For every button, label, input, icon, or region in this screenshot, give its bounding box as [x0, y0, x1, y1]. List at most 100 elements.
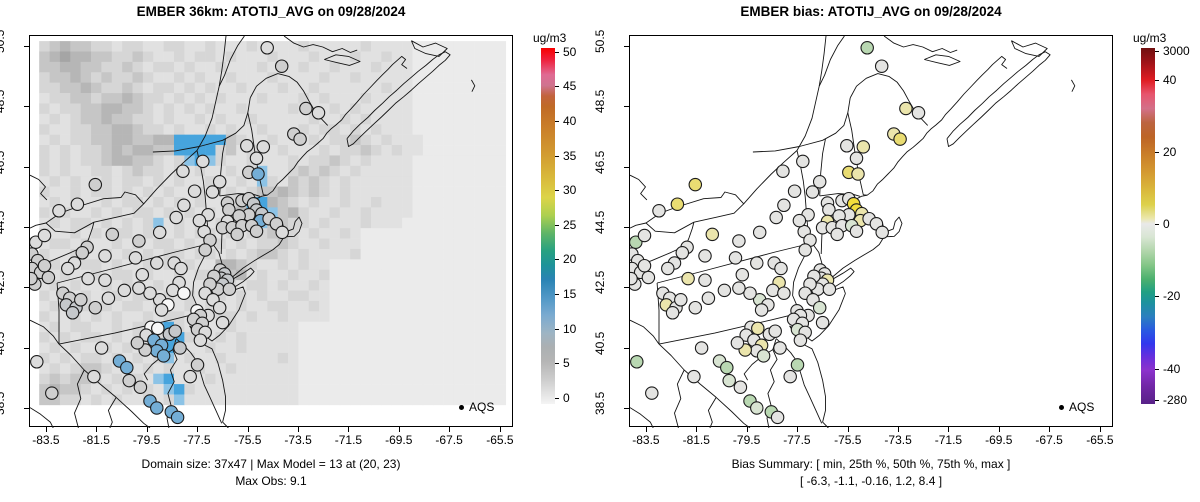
raster-cell	[350, 93, 361, 104]
raster-cell	[277, 51, 289, 63]
raster-cell	[474, 124, 486, 135]
raster-cell	[267, 332, 278, 343]
raster-cell	[49, 280, 61, 291]
y-axis-tick-label: 50.5	[593, 29, 607, 53]
aqs-station-dot	[98, 273, 112, 287]
raster-cell	[277, 269, 289, 281]
raster-cell	[101, 113, 113, 125]
raster-cell	[91, 82, 102, 94]
raster-cell	[288, 300, 299, 312]
raster-cell	[288, 165, 299, 177]
raster-cell	[370, 217, 382, 229]
raster-cell	[153, 311, 164, 323]
raster-cell	[39, 41, 50, 52]
raster-cell	[412, 176, 424, 187]
raster-cell	[256, 300, 268, 312]
raster-cell	[308, 384, 320, 395]
raster-cell	[339, 51, 351, 63]
raster-cell	[298, 248, 310, 260]
raster-cell	[80, 321, 92, 333]
raster-cell	[184, 321, 196, 333]
raster-cell	[111, 394, 123, 406]
raster-cell	[184, 134, 196, 146]
raster-cell	[402, 41, 413, 52]
aqs-station-dot	[694, 341, 709, 355]
raster-cell	[101, 311, 113, 323]
raster-cell	[298, 384, 310, 395]
raster-cell	[308, 290, 320, 302]
raster-cell	[122, 352, 133, 364]
raster-cell	[277, 72, 289, 83]
raster-cell	[101, 259, 113, 271]
raster-cell	[111, 186, 123, 198]
raster-cell	[132, 93, 144, 104]
raster-cell	[246, 186, 258, 198]
raster-cell	[319, 176, 330, 187]
raster-cell	[91, 290, 102, 302]
map-outline	[346, 51, 451, 147]
raster-cell	[453, 72, 465, 83]
aqs-station-dot	[874, 59, 889, 73]
raster-cell	[381, 332, 393, 343]
raster-cell	[91, 384, 102, 395]
raster-cell	[142, 61, 154, 73]
raster-cell	[350, 238, 361, 250]
raster-cell	[443, 207, 455, 219]
raster-cell	[402, 217, 413, 229]
raster-cell	[360, 134, 372, 146]
colorbar-tick-label: 40	[563, 114, 577, 129]
raster-cell	[111, 259, 123, 271]
raster-cell	[329, 332, 341, 343]
raster-cell	[360, 61, 372, 73]
raster-cell	[495, 342, 507, 354]
raster-cell	[267, 342, 278, 354]
raster-cell	[49, 269, 61, 281]
raster-cell	[433, 280, 444, 291]
raster-cell	[495, 300, 507, 312]
raster-cell	[236, 165, 247, 177]
raster-cell	[59, 61, 71, 73]
raster-cell	[422, 165, 434, 177]
raster-cell	[329, 124, 341, 135]
raster-cell	[474, 342, 486, 354]
raster-cell	[370, 72, 382, 83]
raster-cell	[277, 82, 289, 94]
raster-cell	[495, 51, 507, 63]
raster-cell	[225, 352, 237, 364]
raster-cell	[132, 197, 144, 208]
raster-cell	[402, 238, 413, 250]
raster-cell	[101, 321, 113, 333]
aqs-station-dot	[773, 341, 787, 355]
raster-cell	[101, 93, 113, 104]
raster-cell	[474, 72, 486, 83]
raster-cell	[122, 217, 133, 229]
raster-cell	[360, 373, 372, 385]
raster-cell	[298, 186, 310, 198]
raster-cell	[339, 248, 351, 260]
aqs-station-dot	[196, 154, 210, 169]
raster-cell	[70, 238, 81, 250]
aqs-station-dot	[856, 140, 871, 154]
raster-cell	[142, 103, 154, 115]
aqs-station-dot	[652, 204, 666, 218]
raster-cell	[91, 321, 102, 333]
raster-cell	[308, 259, 320, 271]
raster-cell	[101, 145, 113, 156]
colorbar-tick-label: -40	[1163, 362, 1181, 377]
raster-cell	[215, 124, 227, 135]
raster-cell	[412, 82, 424, 94]
raster-cell	[184, 165, 196, 177]
raster-cell	[39, 238, 50, 250]
y-axis-tick-label: 50.5	[0, 29, 7, 53]
raster-cell	[225, 93, 237, 104]
raster-cell	[391, 352, 403, 364]
raster-cell	[474, 394, 486, 406]
raster-cell	[422, 311, 434, 323]
raster-cell	[329, 394, 341, 406]
aqs-station-dot	[766, 283, 780, 298]
raster-cell	[267, 363, 278, 374]
raster-cell	[70, 394, 81, 406]
raster-cell	[184, 113, 196, 125]
raster-cell	[329, 61, 341, 73]
raster-cell	[236, 363, 247, 374]
